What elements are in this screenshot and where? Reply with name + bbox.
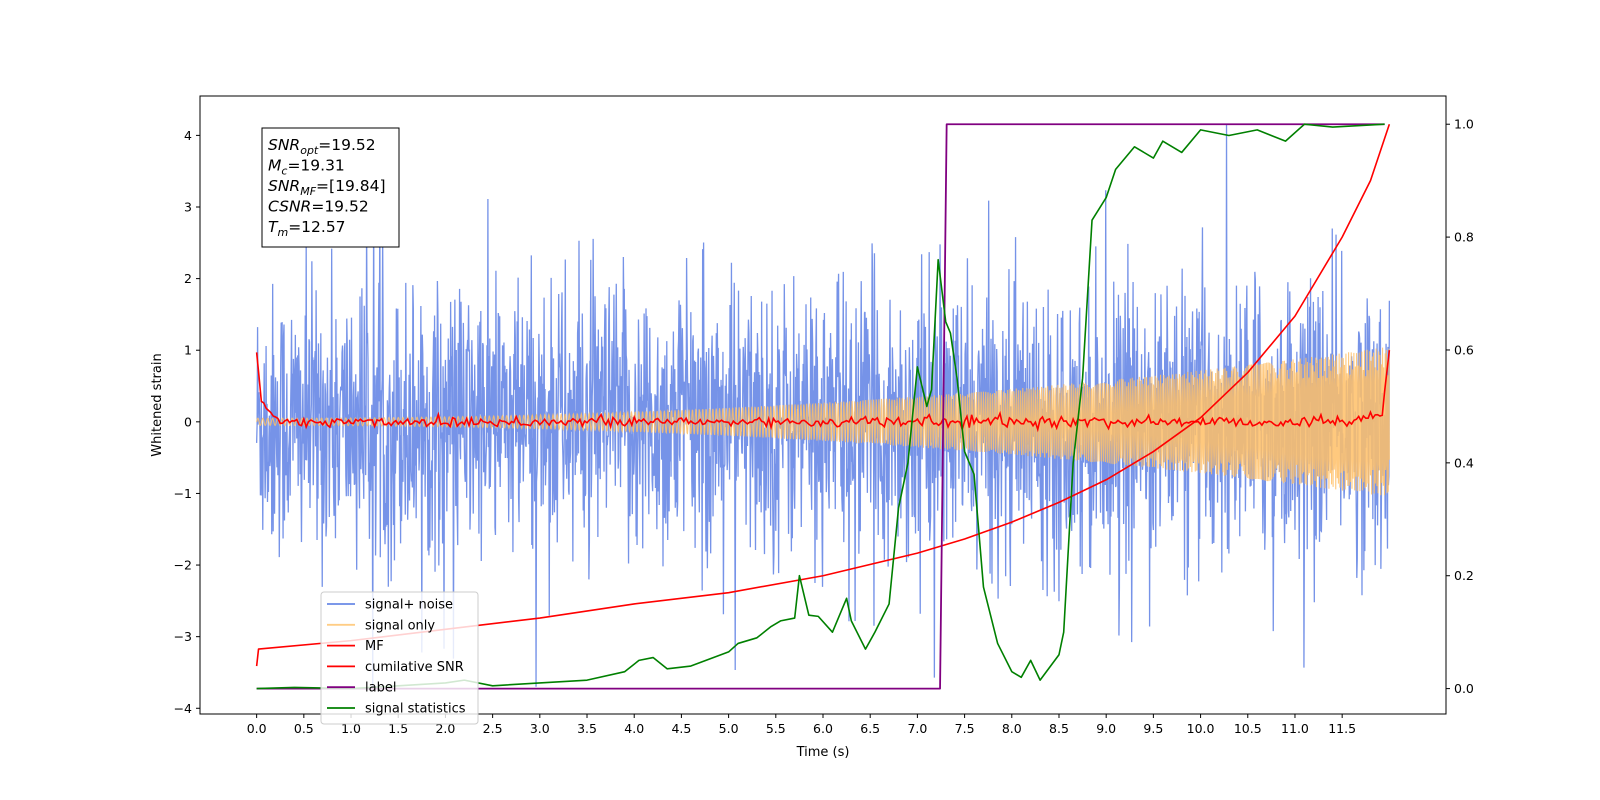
x-tick-label-11: 5.5 (766, 721, 786, 736)
y-tick-label-7: 3 (184, 199, 192, 214)
y-tick-label-3: −1 (174, 486, 192, 501)
x-tick-label-22: 11.0 (1281, 721, 1309, 736)
x-tick-label-21: 10.5 (1234, 721, 1262, 736)
ticks-layer: 0.0 0.5 1.0 1.5 2.0 2.5 3.0 3.5 4.0 4.5 5.0 5.5 6.0 6… (174, 117, 1474, 736)
series-label (256, 123, 1385, 690)
y-right-tick-label-5: 1.0 (1454, 117, 1474, 132)
legend-entry-1: signal only (365, 618, 435, 633)
x-tick-label-10: 5.0 (719, 721, 739, 736)
x-tick-label-15: 7.5 (955, 721, 975, 736)
legend-entry-5: signal statistics (365, 702, 466, 717)
y-tick-label-6: 2 (184, 271, 192, 286)
x-tick-label-4: 2.0 (435, 721, 455, 736)
legend-entry-2: MF (365, 639, 384, 654)
y-right-tick-label-3: 0.6 (1454, 342, 1474, 357)
x-tick-label-19: 9.5 (1143, 721, 1163, 736)
annotation-line-4: Tm=12.57 (268, 218, 346, 239)
x-tick-label-2: 1.0 (341, 721, 361, 736)
legend-entry-3: cumilative SNR (365, 660, 464, 675)
annotation-line-3: CSNR=19.52 (268, 198, 369, 216)
x-tick-label-0: 0.0 (247, 721, 267, 736)
x-tick-label-3: 1.5 (388, 721, 408, 736)
x-tick-label-16: 8.0 (1002, 721, 1022, 736)
legend-entry-4: label (365, 681, 396, 696)
annotation-line-0: SNRopt=19.52 (268, 136, 376, 157)
x-tick-label-5: 2.5 (483, 721, 503, 736)
x-tick-label-6: 3.0 (530, 721, 550, 736)
y-tick-label-2: −2 (174, 558, 192, 573)
annotation-box: SNRopt=19.52Mc=19.31SNRMF=[19.84]CSNR=19… (261, 127, 400, 248)
x-tick-label-9: 4.5 (671, 721, 691, 736)
y-right-tick-label-2: 0.4 (1454, 455, 1474, 470)
x-tick-label-13: 6.5 (860, 721, 880, 736)
y-right-tick-label-1: 0.2 (1454, 568, 1474, 583)
y-tick-label-5: 1 (184, 343, 192, 358)
x-tick-label-17: 8.5 (1049, 721, 1069, 736)
x-tick-label-7: 3.5 (577, 721, 597, 736)
x-axis-label: Time (s) (796, 745, 850, 760)
legend-entry-0: signal+ noise (365, 598, 453, 613)
annotation-line-1: Mc=19.31 (268, 157, 345, 178)
series-signal-only (256, 347, 1390, 496)
series-mf (255, 350, 1391, 433)
x-tick-label-12: 6.0 (813, 721, 833, 736)
y-tick-label-1: −3 (174, 629, 192, 644)
y-right-tick-label-4: 0.8 (1454, 230, 1474, 245)
x-tick-label-18: 9.0 (1096, 721, 1116, 736)
y-tick-label-0: −4 (174, 701, 192, 716)
legend-frame (320, 591, 479, 725)
x-tick-label-23: 11.5 (1328, 721, 1356, 736)
x-tick-label-20: 10.0 (1187, 721, 1215, 736)
legend: signal+ noise signal only MF cumilative SNR… (320, 591, 479, 725)
y-axis-label: Whitened strain (150, 353, 165, 456)
y-tick-label-8: 4 (184, 128, 192, 143)
series-signal-statistics (256, 123, 1385, 690)
annotation-line-2: SNRMF=[19.84] (268, 177, 386, 198)
y-right-tick-label-0: 0.0 (1454, 681, 1474, 696)
y-tick-label-4: 0 (184, 414, 192, 429)
x-tick-label-1: 0.5 (294, 721, 314, 736)
annotation-frame (261, 127, 400, 248)
x-tick-label-14: 7.0 (907, 721, 927, 736)
x-tick-label-8: 4.0 (624, 721, 644, 736)
